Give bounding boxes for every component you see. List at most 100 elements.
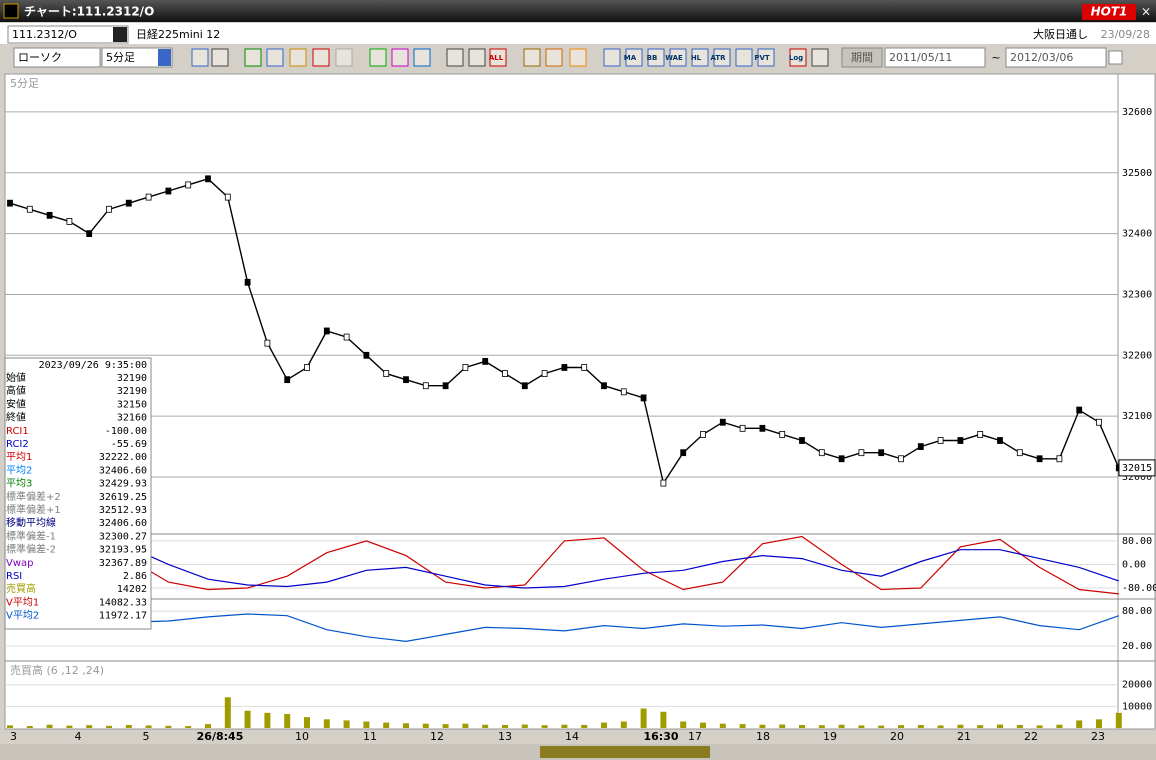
- tool-button[interactable]: [669, 48, 687, 67]
- tool-button[interactable]: [811, 48, 829, 67]
- tool-button[interactable]: [545, 48, 563, 67]
- tool-button[interactable]: [468, 48, 486, 67]
- volume-bar: [244, 710, 251, 728]
- price-candle: [957, 437, 964, 444]
- volume-bar: [1096, 719, 1102, 728]
- volume-bar: [581, 724, 588, 728]
- tool-button[interactable]: [789, 48, 807, 67]
- tool-button[interactable]: [391, 48, 409, 67]
- y-tick-label: 32000: [1122, 472, 1152, 483]
- volume-bar: [917, 724, 924, 728]
- price-candle: [858, 449, 865, 457]
- volume-bar: [462, 723, 469, 728]
- tool-button[interactable]: [489, 48, 507, 67]
- to-date[interactable]: [1005, 47, 1107, 68]
- price-candle: [521, 382, 528, 390]
- volume-bar: [898, 725, 904, 728]
- interval: 5分足: [106, 51, 135, 64]
- tool-button[interactable]: [369, 48, 387, 67]
- tool-button[interactable]: [446, 48, 464, 67]
- volume-bar: [977, 725, 984, 728]
- volume-bar: [145, 725, 152, 728]
- y-tick-label: 32400: [1122, 229, 1152, 240]
- tool-button[interactable]: [289, 48, 307, 67]
- x-tick-label: 12: [430, 730, 444, 743]
- period-button[interactable]: [841, 47, 883, 68]
- volume-bar: [482, 724, 489, 728]
- app-icon: [3, 3, 19, 19]
- tool-button[interactable]: [735, 48, 753, 67]
- price-candle: [106, 205, 112, 213]
- tool-button[interactable]: [691, 48, 709, 67]
- tool-button[interactable]: [413, 48, 431, 67]
- tool-button[interactable]: [569, 48, 587, 67]
- volume-bar: [818, 725, 825, 728]
- last-price-box: [1118, 459, 1156, 477]
- tool-button[interactable]: [244, 48, 262, 67]
- interval-select[interactable]: [101, 47, 173, 68]
- y-tick-label: 32200: [1122, 350, 1152, 361]
- volume-bar: [66, 725, 73, 728]
- volume-bar: [541, 725, 548, 728]
- volume-label: 売買高 (6 ,12 ,24): [10, 663, 104, 677]
- volume-bar: [838, 724, 845, 728]
- y-tick-label: -80.00: [1122, 583, 1156, 594]
- from-date-text: 2011/05/11: [889, 51, 952, 64]
- x-tick-label: 21: [957, 730, 971, 743]
- price-candle: [878, 449, 885, 457]
- price-candle: [343, 333, 350, 341]
- checkbox[interactable]: [1108, 50, 1123, 65]
- volume-bar: [858, 725, 865, 728]
- price-candle: [66, 218, 73, 225]
- logo-text: HOT1: [1091, 5, 1128, 19]
- price-candle: [145, 193, 152, 201]
- price-candle: [205, 175, 211, 183]
- info-value: 32190: [117, 386, 147, 397]
- tool-button[interactable]: [625, 48, 643, 67]
- volume-bar: [383, 722, 390, 728]
- info-panel: [4, 357, 152, 630]
- info-label: 標準偏差+1: [6, 503, 61, 516]
- hot-logo[interactable]: [1082, 4, 1136, 20]
- price-candle: [759, 424, 766, 432]
- tool-button[interactable]: [713, 48, 731, 67]
- price-candle: [719, 418, 726, 426]
- info-label: 標準偏差-1: [6, 529, 56, 542]
- tool-button[interactable]: [523, 48, 541, 67]
- info-value: 32429.93: [99, 479, 147, 490]
- info-value: -100.00: [105, 426, 147, 437]
- dropdown-arrow[interactable]: [113, 27, 127, 42]
- tool-button[interactable]: [211, 48, 229, 67]
- volume-bar: [1076, 720, 1083, 728]
- symbol-select[interactable]: [7, 25, 129, 44]
- price-candle: [502, 370, 508, 377]
- tool-button[interactable]: [335, 48, 353, 67]
- info-value: 32619.25: [99, 492, 147, 503]
- volume-bar: [304, 717, 310, 728]
- volume-bar: [403, 723, 409, 728]
- tool-button[interactable]: [757, 48, 775, 67]
- dropdown-arrow[interactable]: [158, 49, 171, 66]
- price-candle: [125, 199, 132, 207]
- info-label: RCI1: [6, 426, 29, 437]
- price-candle: [937, 437, 944, 444]
- from-date[interactable]: [884, 47, 986, 68]
- scroll-thumb[interactable]: [540, 746, 710, 758]
- tool-button[interactable]: [266, 48, 284, 67]
- chart-kind-select[interactable]: [13, 47, 101, 68]
- tool-button[interactable]: [191, 48, 209, 67]
- tool-button[interactable]: [312, 48, 330, 67]
- info-value: 32193.95: [99, 545, 147, 556]
- chart-kind: ローソク: [18, 51, 62, 64]
- header-date: 23/09/28: [1101, 28, 1150, 41]
- volume-bar: [640, 708, 647, 728]
- tool-button[interactable]: [603, 48, 621, 67]
- price-candle: [1016, 449, 1023, 457]
- close-button[interactable]: ×: [1141, 5, 1151, 19]
- info-label: 移動平均線: [6, 516, 56, 529]
- info-label: RCI2: [6, 439, 29, 450]
- price-candle: [284, 376, 291, 384]
- price-candle: [620, 388, 627, 396]
- price-candle: [660, 479, 667, 487]
- tool-button[interactable]: [647, 48, 665, 67]
